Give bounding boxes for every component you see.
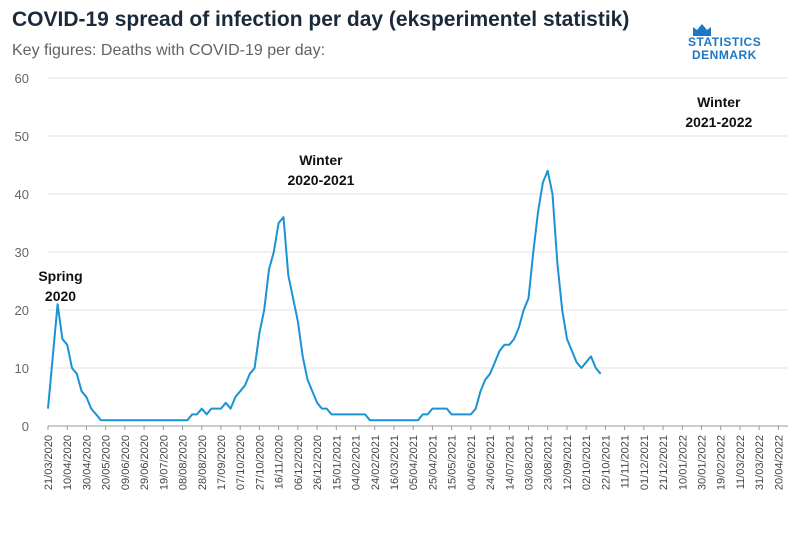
x-tick-label: 20/04/2022 (773, 435, 785, 490)
series-group (47, 169, 602, 422)
annotation-label: Winter 2021-2022 (685, 94, 752, 130)
series-line (47, 169, 602, 422)
x-tick-label: 09/06/2020 (120, 435, 132, 490)
x-tick-label: 10/04/2020 (62, 435, 74, 490)
annotation-label: Winter 2020-2021 (287, 152, 354, 188)
x-tick-label: 11/11/2021 (620, 435, 632, 488)
x-tick-label: 26/12/2020 (312, 435, 324, 490)
annotation-label: Spring 2020 (38, 268, 82, 304)
x-tick-label: 10/01/2022 (677, 435, 689, 490)
x-tick-label: 07/10/2020 (235, 435, 247, 490)
statistics-denmark-logo[interactable]: STATISTICS DENMARK (688, 22, 778, 62)
x-tick-label: 12/09/2021 (562, 435, 574, 490)
x-tick-label: 24/02/2021 (370, 435, 382, 490)
x-tick-label: 24/06/2021 (485, 435, 497, 490)
x-tick-label: 23/08/2021 (543, 435, 555, 490)
x-tick-label: 15/05/2021 (447, 435, 459, 490)
annotations: Spring 2020 Winter 2020-2021 Winter 2021-2022 (38, 94, 752, 304)
x-tick-label: 04/02/2021 (351, 435, 363, 490)
x-tick-label: 01/12/2021 (639, 435, 651, 490)
y-tick-label: 0 (22, 419, 29, 434)
grid-lines (48, 77, 788, 427)
x-tick-label: 15/01/2021 (331, 435, 343, 490)
x-tick-label: 21/03/2020 (43, 435, 55, 490)
x-tick-label: 30/01/2022 (697, 435, 709, 490)
x-tick-label: 22/10/2021 (600, 435, 612, 490)
x-tick-label: 19/07/2020 (158, 435, 170, 490)
y-tick-label: 50 (15, 129, 29, 144)
x-tick-label: 19/02/2022 (716, 435, 728, 490)
chart-subtitle: Key figures: Deaths with COVID-19 per da… (12, 42, 326, 59)
x-tick-label: 31/03/2022 (754, 435, 766, 490)
y-tick-label: 10 (15, 361, 29, 376)
x-tick-label: 05/04/2021 (408, 435, 420, 490)
x-tick-label: 16/11/2020 (274, 435, 286, 489)
x-tick-label: 29/06/2020 (139, 435, 151, 490)
x-tick-label: 21/12/2021 (658, 435, 670, 490)
x-tick-label: 14/07/2021 (504, 435, 516, 490)
y-tick-label: 20 (15, 303, 29, 318)
crown-icon (693, 24, 711, 36)
x-tick-label: 27/10/2020 (254, 435, 266, 490)
y-axis-ticks: 0 10 20 30 40 50 60 (15, 71, 29, 434)
x-axis-ticks: 21/03/2020 10/04/2020 30/04/2020 20/05/2020… (43, 426, 785, 490)
x-tick-label: 28/08/2020 (197, 435, 209, 490)
y-tick-label: 30 (15, 245, 29, 260)
x-tick-label: 08/08/2020 (178, 435, 190, 490)
x-tick-label: 30/04/2020 (81, 435, 93, 490)
chart-title: COVID-19 spread of infection per day (ek… (12, 8, 630, 31)
y-tick-label: 60 (15, 71, 29, 86)
x-tick-label: 02/10/2021 (581, 435, 593, 490)
x-tick-label: 03/08/2021 (524, 435, 536, 490)
x-tick-label: 16/03/2021 (389, 435, 401, 490)
x-tick-label: 25/04/2021 (427, 435, 439, 490)
x-tick-label: 11/03/2022 (735, 435, 747, 489)
logo-line-1: STATISTICS (688, 35, 762, 49)
x-tick-label: 20/05/2020 (101, 435, 113, 490)
x-tick-label: 17/09/2020 (216, 435, 228, 490)
logo-line-2: DENMARK (692, 48, 757, 62)
y-tick-label: 40 (15, 187, 29, 202)
x-tick-label: 04/06/2021 (466, 435, 478, 490)
x-tick-label: 06/12/2020 (293, 435, 305, 490)
